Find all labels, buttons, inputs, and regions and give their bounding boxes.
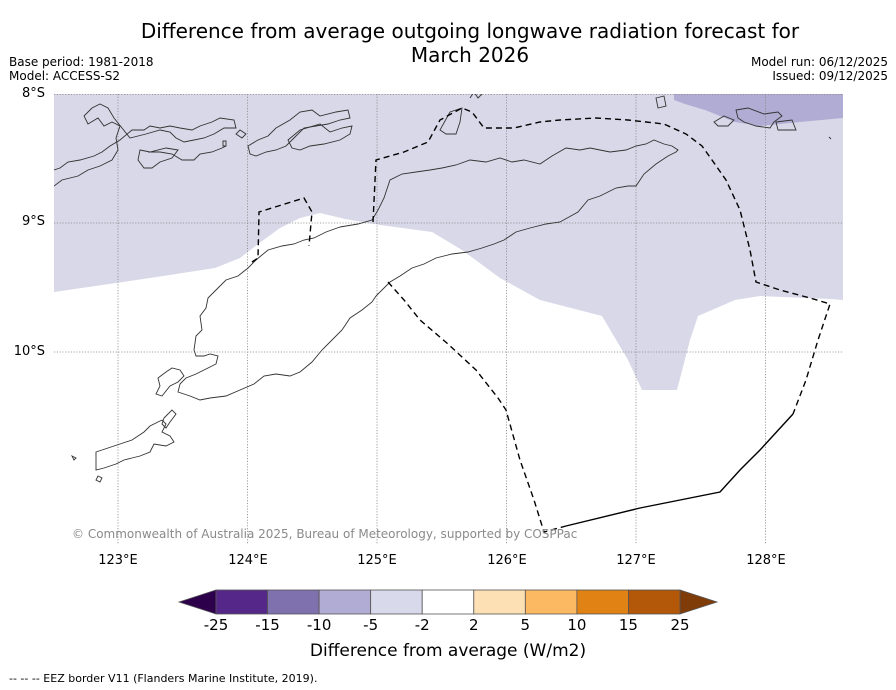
coastline-island-ne-3 xyxy=(735,107,783,129)
coastline-ndao xyxy=(95,475,103,483)
eez-border-south-west xyxy=(387,281,567,533)
eez-footnote: -- -- -- EEZ border V11 (Flanders Marine… xyxy=(9,672,318,685)
coastline-alor-2 xyxy=(287,123,353,151)
colorbar-tick-label: -25 xyxy=(203,616,229,634)
coastline-semau xyxy=(161,409,177,429)
lat-label-8s: 8°S xyxy=(21,86,45,101)
coastline-wetar-islet xyxy=(235,129,247,139)
model-name: Model: ACCESS-S2 xyxy=(9,69,121,83)
coastline-island-ne-4 xyxy=(775,119,797,131)
colorbar-tick-label: 25 xyxy=(670,616,690,634)
coastline-timor-west xyxy=(177,226,377,401)
eez-border xyxy=(251,107,831,533)
lon-label-123e: 123°E xyxy=(98,553,138,568)
anomaly-region-light xyxy=(54,94,843,390)
coastline-island-west-2 xyxy=(137,147,179,169)
colorbar-tick-label: 15 xyxy=(618,616,638,634)
colorbar-tick-label: 2 xyxy=(468,616,479,634)
lon-label-127e: 127°E xyxy=(616,553,656,568)
coastlines xyxy=(54,94,832,483)
title-line-1: Difference from average outgoing longwav… xyxy=(140,19,800,43)
graticule xyxy=(54,94,843,544)
lat-label-9s: 9°S xyxy=(21,214,45,229)
base-period: Base period: 1981-2018 xyxy=(9,55,154,69)
issued-date: Issued: 09/12/2025 xyxy=(772,69,888,83)
anomaly-region-medium xyxy=(674,94,843,126)
coastline-rote xyxy=(155,367,185,397)
colorbar-title: Difference from average (W/m2) xyxy=(309,641,587,661)
map-title: Difference from average outgoing longwav… xyxy=(0,19,896,67)
lon-label-126e: 126°E xyxy=(487,553,527,568)
coastline-islet-b xyxy=(70,454,77,461)
coastline-island-west-3 xyxy=(148,145,227,161)
eez-border-north xyxy=(372,107,831,415)
meta-right: Model run: 06/12/2025 Issued: 09/12/2025 xyxy=(751,55,888,83)
colorbar-tick-label: -10 xyxy=(306,616,332,634)
colorbar-tick-label: 10 xyxy=(567,616,587,634)
colorbar-tick-label: -2 xyxy=(414,616,430,634)
coastline-rote-south xyxy=(95,419,175,471)
coastline-alor xyxy=(247,109,351,157)
lon-label-128e: 128°E xyxy=(746,553,786,568)
model-run-date: Model run: 06/12/2025 xyxy=(750,55,888,69)
eez-border-oecusse xyxy=(251,197,313,263)
coastline-island-ne-1 xyxy=(655,95,667,109)
coastline-islet-c xyxy=(828,136,832,140)
lon-label-125e: 125°E xyxy=(357,553,397,568)
coastline-wetar-tip xyxy=(469,94,483,99)
colorbar-tick-label: 5 xyxy=(520,616,531,634)
colorbar-tick-label: -5 xyxy=(363,616,379,634)
title-line-2: March 2026 xyxy=(410,43,530,67)
coastline-wetar xyxy=(439,107,463,135)
lat-label-10s: 10°S xyxy=(13,344,45,359)
coastline-timor-north xyxy=(339,139,679,297)
colorbar-tick-label: -15 xyxy=(255,616,280,634)
eez-border-south-solid xyxy=(565,413,794,527)
coastline-island-west-1 xyxy=(54,103,237,187)
coastline-islet-a xyxy=(222,140,227,147)
meta-left: Base period: 1981-2018 Model: ACCESS-S2 xyxy=(9,55,154,83)
lon-label-124e: 124°E xyxy=(228,553,268,568)
copyright-notice: © Commonwealth of Australia 2025, Bureau… xyxy=(72,527,578,541)
coastline-island-ne-2 xyxy=(713,115,735,127)
